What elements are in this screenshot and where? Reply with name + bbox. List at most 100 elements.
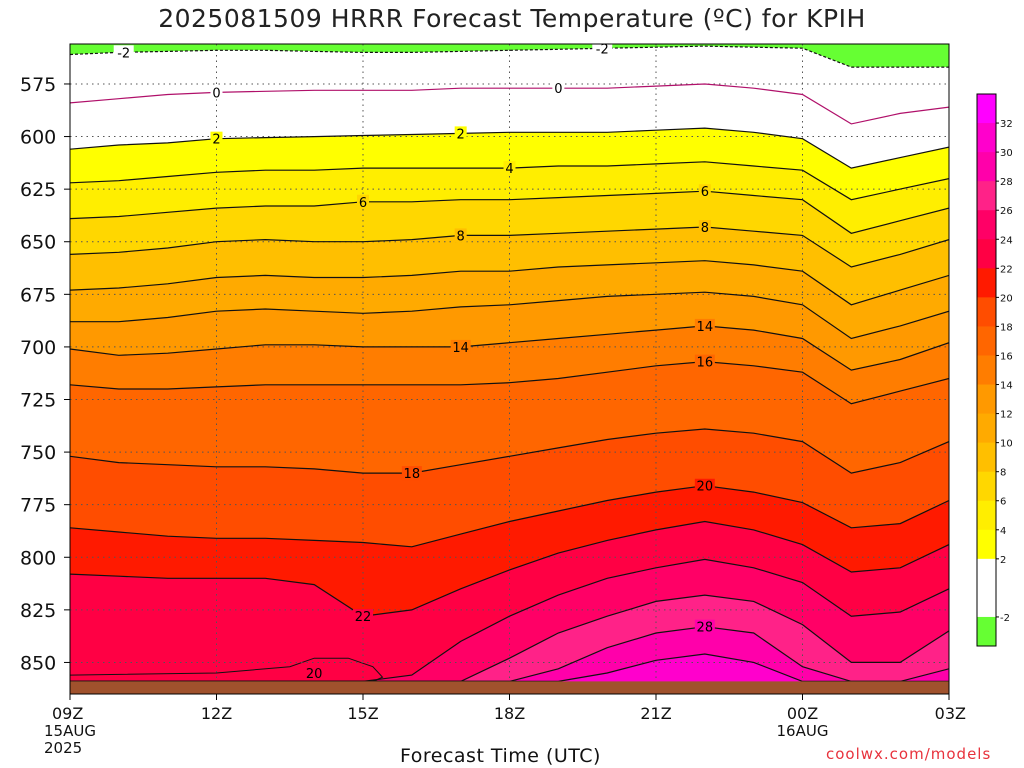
fill-band-below--2 [70,44,949,68]
contour-label-2: 2 [210,131,223,148]
isotherm-8 [70,226,949,268]
colorbar-label-26: 26 [1000,206,1013,217]
y-tick-label-600: 600 [20,127,56,149]
source-credit: coolwx.com/models [826,745,992,763]
x-tick-sublabel-15AUG: 15AUG [44,722,96,740]
ground-layer [70,681,949,694]
fill-band-10 [70,260,949,339]
contour-label-20: 20 [304,665,325,682]
fill-band-4 [70,161,949,234]
fill-band-24 [70,559,949,682]
contour-label-text: 6 [359,196,367,211]
colorbar-label-8: 8 [1000,468,1006,479]
isotherm-10 [70,260,949,306]
chart-title: 2025081509 HRRR Forecast Temperature (ºC… [158,4,866,33]
colorbar-swatch-12 [977,442,996,473]
colorbar-label-12: 12 [1000,410,1013,421]
fill-band-28 [70,626,949,682]
colorbar-label-24: 24 [1000,235,1013,246]
isotherm-20 [70,485,949,548]
isotherm-16 [70,360,949,405]
contour-label-18: 18 [401,466,422,482]
contour-label-text: 28 [697,621,714,636]
y-tick-label-625: 625 [20,179,56,201]
x-tick-label-09Z: 09Z [52,704,83,723]
contour-label-text: 14 [697,320,714,335]
colorbar-swatch-6 [977,268,996,298]
contour-label-text: 2 [212,133,220,148]
colorbar-swatch-4 [977,210,996,240]
colorbar-swatch-10 [977,384,996,415]
isotherm-12 [70,291,949,340]
y-tick-label-825: 825 [20,600,56,622]
contour-label-20: 20 [694,478,715,495]
contour-label--2: -2 [592,41,613,57]
fill-band-26 [70,595,949,682]
contour-label-8: 8 [698,220,711,236]
y-tick-label-650: 650 [20,232,56,254]
colorbar-label-16: 16 [1000,351,1013,362]
contour-label-14: 14 [450,339,471,356]
contour-label-6: 6 [698,184,711,200]
colorbar-swatch-1 [977,123,996,153]
colorbar-swatch-13 [977,471,996,502]
contour-label-28: 28 [694,619,715,636]
contour-label-14: 14 [694,318,715,335]
x-tick-label-18Z: 18Z [494,704,525,723]
contour-label-0: 0 [210,85,223,101]
x-tick-label-00Z: 00Z [787,704,818,723]
colorbar-swatch-11 [977,413,996,444]
colorbar-label-4: 4 [1000,526,1006,537]
contour-label-text: 4 [505,162,513,177]
colorbar-label-32: 32 [1000,119,1013,130]
contour-label-2: 2 [454,126,467,142]
colorbar-label-6: 6 [1000,497,1006,508]
fill-band--2 [70,46,949,124]
colorbar-label-30: 30 [1000,148,1013,159]
contour-label-text: 14 [452,341,469,356]
y-tick-label-750: 750 [20,442,56,464]
x-tick-sublabel-16AUG: 16AUG [777,722,829,740]
colorbar-label-20: 20 [1000,293,1013,304]
isotherm-6 [70,190,949,234]
y-tick-label-775: 775 [20,495,56,517]
y-tick-label-725: 725 [20,390,56,412]
contour-label-text: 6 [701,185,709,200]
y-tick-label-700: 700 [20,337,56,359]
contour-label-0: 0 [552,81,565,97]
contour-label-text: 8 [701,221,709,236]
x-axis-label: Forecast Time (UTC) [400,745,601,767]
ground-fill [70,681,949,694]
colorbar-swatch-16 [977,558,996,589]
contour-label-text: 18 [404,467,421,482]
contour-label-text: 22 [355,610,372,625]
x-tick-label-03Z: 03Z [935,704,966,723]
contour-label-text: 0 [554,82,562,97]
fill-band-6 [70,191,949,267]
colorbar-swatch-8 [977,326,996,356]
colorbar-label-14: 14 [1000,381,1013,392]
colorbar-swatch-17 [977,587,996,618]
x-tick-label-15Z: 15Z [347,704,378,723]
contour-label--2: -2 [113,45,134,61]
y-tick-label-675: 675 [20,284,56,306]
x-tick-sublabel-2025: 2025 [44,739,82,757]
colorbar-label-2: 2 [1000,555,1006,566]
isotherm-14 [70,325,949,371]
colorbar-swatch-18 [977,616,996,647]
colorbar-swatch-0 [977,94,996,124]
colorbar-label--2: -2 [1000,613,1010,624]
colorbar-frame [976,93,997,647]
colorbar-swatch-2 [977,152,996,182]
isotherm-18 [70,428,949,474]
colorbar-swatch-7 [977,297,996,327]
contour-label-text: -2 [596,42,609,57]
y-tick-label-575: 575 [20,74,56,96]
gridlines [69,44,950,694]
contour-label-6: 6 [357,194,369,211]
colorbar-label-10: 10 [1000,439,1013,450]
contour-label-4: 4 [503,161,516,177]
axes: 57560062565067570072575077580082585009Z1… [20,74,966,757]
colorbar-swatch-5 [977,239,996,269]
